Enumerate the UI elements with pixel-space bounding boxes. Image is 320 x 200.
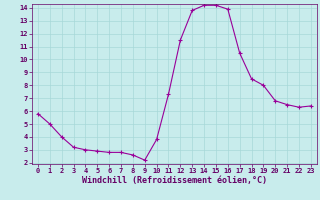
X-axis label: Windchill (Refroidissement éolien,°C): Windchill (Refroidissement éolien,°C) — [82, 176, 267, 185]
